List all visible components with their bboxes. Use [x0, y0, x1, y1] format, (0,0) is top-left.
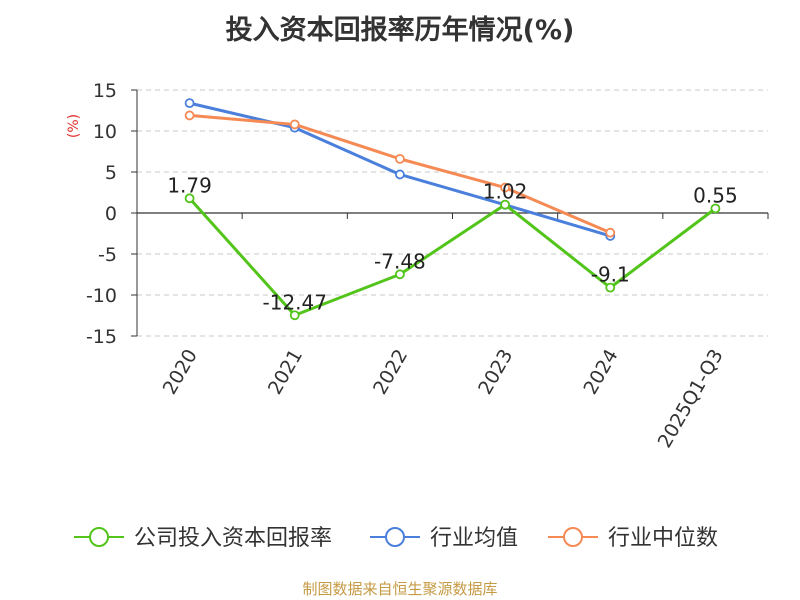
legend-swatch-marker [563, 527, 583, 547]
data-label: -9.1 [591, 263, 630, 287]
data-point [605, 227, 616, 238]
x-tick-label: 2022 [369, 346, 412, 399]
data-label: 0.55 [693, 183, 738, 207]
data-point [184, 110, 195, 121]
data-point [289, 119, 300, 130]
series-line [188, 197, 717, 317]
series-line [189, 101, 611, 238]
data-label: -12.47 [263, 290, 327, 314]
chart-title: 投入资本回报率历年情况(%) [225, 15, 575, 46]
data-point [289, 310, 300, 321]
data-label: 1.02 [483, 180, 528, 204]
x-tick-label: 2020 [159, 346, 202, 399]
y-tick-label: -10 [86, 285, 117, 307]
data-point [710, 203, 721, 214]
data-label: 1.79 [167, 173, 212, 197]
y-tick-label: 10 [93, 121, 117, 143]
x-tick-label: 2023 [474, 346, 517, 399]
legend-item: 行业均值 [370, 526, 518, 551]
data-point [184, 98, 195, 109]
data-point [395, 153, 405, 164]
data-point [605, 282, 616, 293]
y-tick-label: 0 [105, 203, 117, 225]
legend-item: 行业中位数 [548, 526, 718, 551]
legend-swatch-marker [89, 527, 109, 547]
x-tick-label: 2021 [264, 346, 307, 399]
data-point [395, 269, 405, 280]
legend-swatch-marker [385, 527, 405, 547]
x-tick-label: 2025Q1-Q3 [654, 346, 728, 452]
data-label: -7.48 [374, 249, 426, 273]
data-point [184, 193, 195, 204]
y-tick-label: -5 [98, 244, 117, 266]
data-source-note: 制图数据来自恒生聚源数据库 [302, 580, 498, 598]
y-tick-label: 5 [105, 162, 117, 184]
y-axis-label: (%) [66, 114, 82, 138]
legend-item: 公司投入资本回报率 [74, 526, 332, 551]
y-tick-label: 15 [93, 80, 117, 102]
legend-label: 公司投入资本回报率 [134, 526, 332, 551]
y-tick-label: -15 [86, 326, 117, 348]
data-point [500, 182, 510, 193]
data-point [500, 199, 510, 210]
legend-label: 行业均值 [430, 526, 518, 551]
x-tick-label: 2024 [579, 346, 622, 399]
data-point [395, 169, 405, 180]
legend-label: 行业中位数 [608, 526, 718, 551]
